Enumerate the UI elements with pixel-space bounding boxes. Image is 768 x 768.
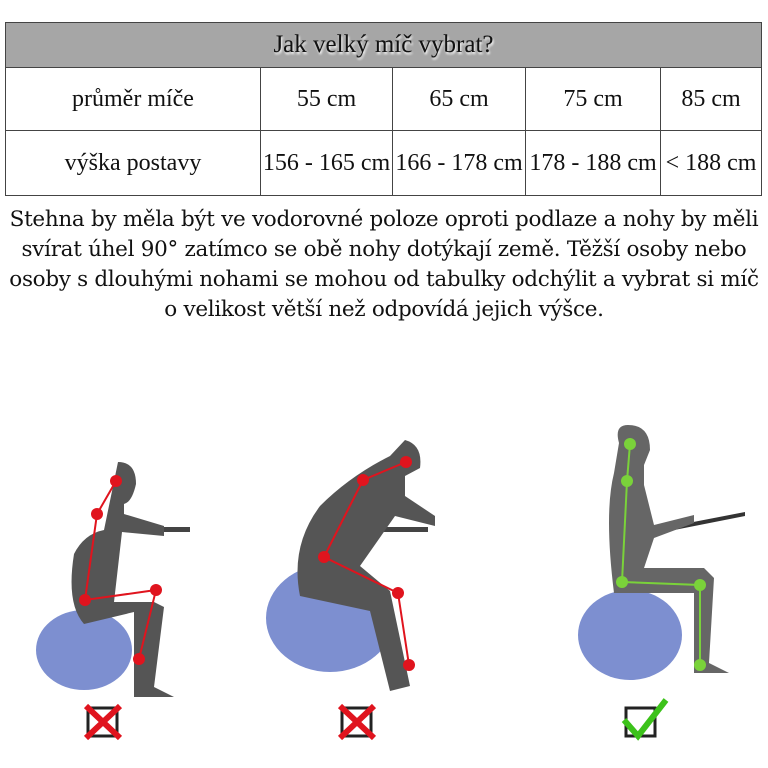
person [297, 440, 435, 691]
description: Stehna by měla být ve vodorovné poloze o… [9, 207, 759, 322]
figure-correct [578, 425, 745, 741]
cell: 65 cm [392, 67, 526, 131]
cell: 178 - 188 cm [525, 130, 661, 196]
figure-large-ball [266, 440, 435, 741]
cell: 85 cm [660, 67, 762, 131]
row-label-height: výška postavy [5, 130, 261, 196]
cell: 55 cm [260, 67, 393, 131]
x-box-icon [340, 706, 373, 738]
cell: 156 - 165 cm [260, 130, 393, 196]
table-title: Jak velký míč vybrat? [5, 22, 762, 68]
cell: 166 - 178 cm [392, 130, 526, 196]
person [71, 462, 174, 697]
ball [36, 610, 132, 690]
cell: < 188 cm [660, 130, 762, 196]
x-box-icon [86, 706, 119, 738]
ball-size-table: Jak velký míč vybrat? průměr míče 55 cm … [5, 22, 762, 196]
ball [578, 590, 682, 680]
figure-small-ball [36, 462, 190, 741]
cell: 75 cm [525, 67, 661, 131]
desk [370, 527, 428, 532]
